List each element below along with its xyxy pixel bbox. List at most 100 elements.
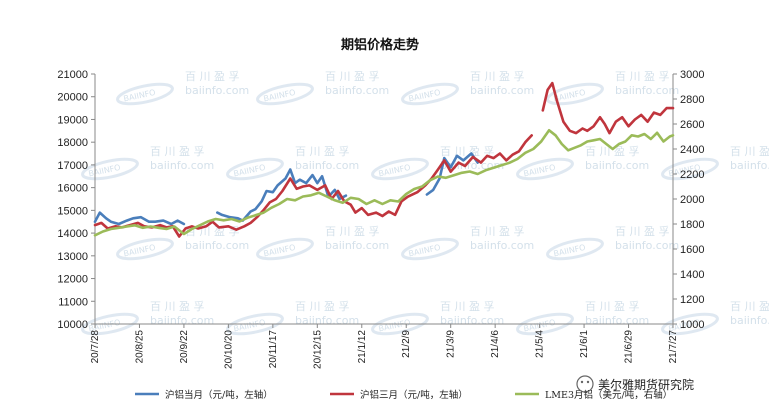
watermark-logo-ring bbox=[81, 157, 139, 181]
watermark-en: baiinfo.com bbox=[185, 84, 249, 97]
watermark-en: baiinfo.com bbox=[585, 314, 649, 327]
x-tick-label: 21/3/9 bbox=[446, 330, 457, 358]
watermark-logo-ring bbox=[256, 237, 314, 261]
watermark-cn: 百 川 盈 孚 bbox=[585, 145, 640, 158]
watermark-cn: 百 川 盈 孚 bbox=[150, 145, 205, 158]
watermark-logo-ring bbox=[546, 82, 604, 106]
watermark-logo-ring bbox=[226, 312, 284, 336]
y-left-tick-label: 19000 bbox=[57, 114, 88, 126]
x-tick-label: 20/7/28 bbox=[90, 330, 101, 364]
y-right-tick-label: 2200 bbox=[680, 169, 704, 181]
x-tick-label: 21/5/4 bbox=[535, 330, 546, 358]
y-left-tick-label: 18000 bbox=[57, 137, 88, 149]
watermark-logo-ring bbox=[116, 237, 174, 261]
y-right-tick-label: 1400 bbox=[680, 269, 704, 281]
x-tick-label: 20/12/15 bbox=[312, 330, 323, 369]
watermark-logo-ring bbox=[546, 237, 604, 261]
watermark-en: baiinfo.com bbox=[585, 159, 649, 172]
series-line-3 bbox=[93, 129, 675, 237]
brand-badge: 美尔雅期货研究院 bbox=[576, 375, 694, 393]
legend-label: LME3月铝（美元/吨，右轴） bbox=[545, 389, 672, 401]
wechat-icon-eye-right bbox=[586, 380, 590, 384]
x-tick-label: 21/2/9 bbox=[401, 330, 412, 358]
watermark-en: baiinfo.com bbox=[325, 84, 389, 97]
brand-text: 美尔雅期货研究院 bbox=[598, 377, 694, 392]
watermark-cn: 百 川 盈 孚 bbox=[730, 145, 769, 158]
watermark-cn: 百 川 盈 孚 bbox=[615, 70, 670, 83]
y-left-tick-label: 14000 bbox=[57, 228, 88, 240]
wechat-icon-eye-left bbox=[580, 380, 584, 384]
watermark-cn: 百 川 盈 孚 bbox=[185, 70, 240, 83]
series-layer bbox=[93, 81, 675, 238]
watermark-logo-ring bbox=[661, 312, 719, 336]
y-left-tick-label: 17000 bbox=[57, 160, 88, 172]
x-tick-label: 20/10/20 bbox=[223, 330, 234, 369]
watermark-cn: 百 川 盈 孚 bbox=[440, 300, 495, 313]
x-tick-label: 21/1/12 bbox=[357, 330, 368, 364]
y-right-tick-label: 1600 bbox=[680, 244, 704, 256]
y-right-tick-label: 1000 bbox=[680, 319, 704, 331]
x-tick-label: 20/11/17 bbox=[268, 330, 279, 369]
watermark-logo-ring bbox=[401, 237, 459, 261]
legend: 沪铝当月（元/吨，左轴） 沪铝三月（元/吨，左轴） LME3月铝（美元/吨，右轴） bbox=[135, 389, 672, 401]
y-left-tick-label: 21000 bbox=[57, 69, 88, 81]
watermark-logo-ring bbox=[226, 157, 284, 181]
x-tick-label: 21/4/6 bbox=[490, 330, 501, 358]
y-left-tick-label: 11000 bbox=[58, 296, 88, 308]
y-right-tick-label: 2600 bbox=[680, 119, 704, 131]
watermark-cn: 百 川 盈 孚 bbox=[295, 300, 350, 313]
watermark-cn: 百 川 盈 孚 bbox=[470, 70, 525, 83]
watermark-cn: 百 川 盈 孚 bbox=[470, 225, 525, 238]
watermark-en: baiinfo.com bbox=[295, 159, 359, 172]
watermark-en: baiinfo.com bbox=[325, 239, 389, 252]
watermark-en: baiinfo.com bbox=[295, 314, 359, 327]
y-right-tick-label: 2800 bbox=[680, 94, 704, 106]
watermark-logo-ring bbox=[401, 82, 459, 106]
x-tick-label: 21/6/29 bbox=[624, 330, 635, 364]
watermark-en: baiinfo.com bbox=[440, 314, 504, 327]
x-tick-label: 20/9/22 bbox=[179, 330, 190, 364]
y-left-tick-label: 15000 bbox=[57, 205, 88, 217]
watermark-logo-ring bbox=[371, 312, 429, 336]
watermark-logo-ring bbox=[256, 82, 314, 106]
watermark-en: baiinfo.com bbox=[150, 314, 214, 327]
y-left-tick-label: 12000 bbox=[57, 274, 88, 286]
watermark-logo-ring bbox=[661, 157, 719, 181]
watermark-en: baiinfo.com bbox=[730, 159, 769, 172]
x-tick-label: 20/8/25 bbox=[134, 330, 145, 364]
y-left-tick-label: 10000 bbox=[57, 319, 88, 331]
watermark-en: baiinfo.com bbox=[470, 84, 534, 97]
legend-label: 沪铝三月（元/吨，左轴） bbox=[360, 389, 468, 401]
watermark-logo-ring bbox=[516, 157, 574, 181]
watermark-logo-ring bbox=[516, 312, 574, 336]
watermark-logo-ring bbox=[81, 312, 139, 336]
watermark-cn: 百 川 盈 孚 bbox=[440, 145, 495, 158]
watermark-en: baiinfo.com bbox=[185, 239, 249, 252]
chart-title: 期铝价格走势 bbox=[341, 37, 419, 53]
y-right-tick-label: 1800 bbox=[680, 219, 704, 231]
watermark-en: baiinfo.com bbox=[730, 314, 769, 327]
y-right-tick-label: 2400 bbox=[680, 144, 704, 156]
watermark-en: baiinfo.com bbox=[470, 239, 534, 252]
watermark-en: baiinfo.com bbox=[150, 159, 214, 172]
watermark-logo-ring bbox=[371, 157, 429, 181]
watermark-en: baiinfo.com bbox=[615, 84, 679, 97]
y-right-tick-label: 2000 bbox=[680, 194, 704, 206]
watermark-cn: 百 川 盈 孚 bbox=[325, 225, 380, 238]
watermark-cn: 百 川 盈 孚 bbox=[730, 300, 769, 313]
wechat-icon bbox=[576, 375, 594, 393]
y-left-tick-label: 13000 bbox=[57, 251, 88, 263]
watermark-en: baiinfo.com bbox=[615, 239, 679, 252]
watermark-cn: 百 川 盈 孚 bbox=[615, 225, 670, 238]
watermark-cn: 百 川 盈 孚 bbox=[585, 300, 640, 313]
y-left-tick-label: 20000 bbox=[57, 92, 88, 104]
x-tick-label: 21/7/27 bbox=[668, 330, 679, 364]
axes: 10000 11000 12000 13000 14000 15000 16000 17000… bbox=[57, 69, 704, 369]
y-right-tick-label: 3000 bbox=[680, 69, 704, 81]
legend-label: 沪铝当月（元/吨，左轴） bbox=[165, 389, 273, 401]
x-tick-label: 21/6/1 bbox=[579, 330, 590, 358]
y-left-tick-label: 16000 bbox=[57, 183, 88, 195]
watermark-cn: 百 川 盈 孚 bbox=[150, 300, 205, 313]
y-right-tick-label: 1200 bbox=[680, 294, 704, 306]
